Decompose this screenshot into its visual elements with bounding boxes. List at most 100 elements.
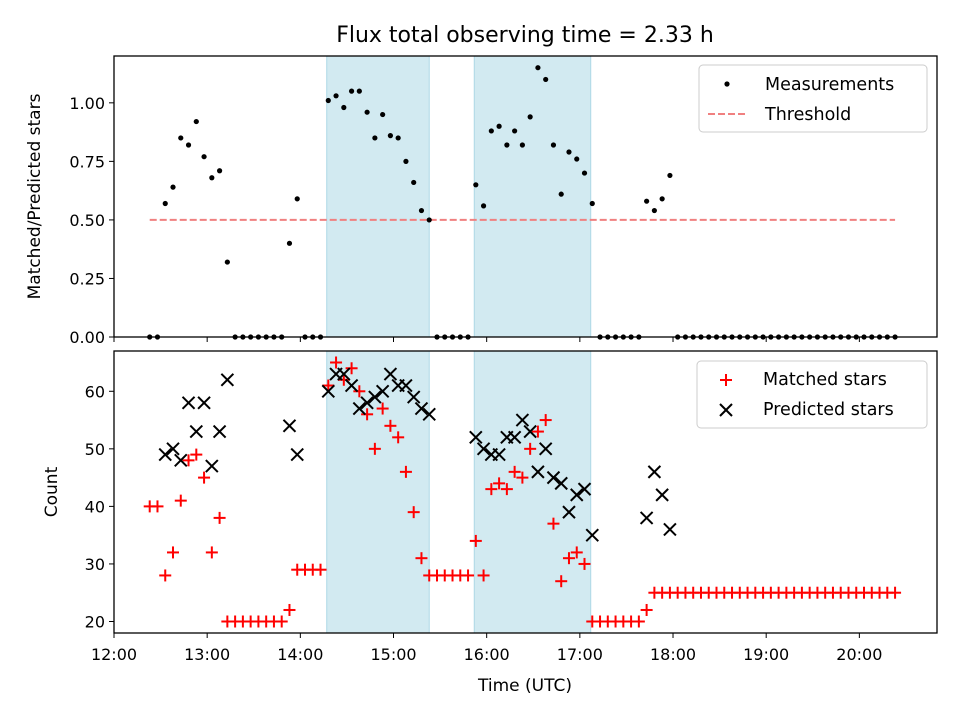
predicted-star-point [189, 424, 204, 439]
measurement-point [644, 198, 650, 204]
predicted-star-point [212, 424, 227, 439]
predicted-star-point [368, 390, 382, 404]
matched-star-point [159, 569, 172, 582]
legend-predicted-label: Predicted stars [763, 400, 894, 420]
predicted-star-point [290, 447, 304, 462]
predicted-star-point [562, 505, 576, 519]
matched-star-point [345, 362, 358, 375]
matched-star-point [174, 494, 187, 507]
predicted-star-point [577, 482, 592, 496]
matched-star-point [570, 546, 583, 559]
predicted-star-point [647, 465, 662, 479]
matched-star-point [539, 414, 552, 427]
shaded-interval-1 [326, 55, 430, 338]
measurement-point [216, 168, 223, 174]
bottom-legend: Matched stars Predicted stars [696, 360, 928, 429]
matched-star-point [376, 402, 389, 415]
predicted-star-point [337, 367, 351, 381]
matched-star-point [322, 379, 335, 392]
measurement-point [519, 142, 525, 148]
predicted-star-point [375, 384, 390, 398]
measurement-point [209, 175, 215, 181]
measurement-point [380, 111, 386, 118]
measurement-point [178, 135, 184, 141]
shaded-interval-2 [473, 350, 592, 634]
measurement-point [294, 196, 300, 202]
measurement-point [488, 128, 494, 134]
measurement-point [473, 182, 479, 188]
legend-matched-marker [720, 374, 732, 386]
top-y-ticks: 0.00 0.25 0.50 0.75 1.00 [69, 94, 114, 347]
predicted-star-point [205, 459, 219, 473]
measurement-point [550, 142, 557, 148]
matched-star-point [275, 615, 288, 628]
measurement-point [356, 88, 362, 94]
matched-star-point [384, 419, 397, 432]
predicted-star-point [220, 373, 235, 387]
measurement-point [589, 200, 595, 207]
bottom-y-tick-label: 50 [85, 440, 105, 459]
predicted-star-point [655, 488, 669, 502]
top-y-tick-label: 0.75 [69, 152, 105, 171]
predicted-star-point [399, 378, 413, 393]
predicted-star-point [507, 430, 522, 445]
measurement-point [659, 196, 665, 202]
measurement-point [224, 259, 230, 265]
bottom-y-axis-label: Count [42, 466, 62, 517]
predicted-star-point [158, 447, 172, 462]
x-tick-label: 17:00 [557, 645, 603, 664]
measurement-point [581, 170, 588, 176]
x-tick-label: 16:00 [464, 645, 510, 664]
top-x-ticks [113, 337, 860, 342]
matched-star-point [198, 471, 211, 484]
matched-star-point [330, 356, 343, 369]
legend-predicted-marker [719, 403, 733, 417]
matched-star-point [205, 546, 218, 559]
measurement-point [333, 93, 339, 99]
measurement-point [418, 207, 425, 214]
bottom-y-tick-label: 40 [85, 497, 105, 516]
matched-star-point [167, 546, 180, 559]
top-shaded-intervals [326, 55, 592, 338]
predicted-star-point [639, 511, 654, 525]
predicted-star-point [531, 465, 545, 479]
measurement-point [496, 123, 502, 129]
predicted-star-point [554, 476, 568, 491]
predicted-star-point [476, 442, 491, 456]
predicted-star-point [321, 384, 335, 398]
bottom-y-tick-label: 60 [85, 382, 105, 401]
measurement-point [504, 142, 510, 148]
matched-star-point [314, 563, 327, 576]
predicted-star-point [492, 447, 506, 462]
predicted-star-point [383, 367, 398, 381]
bottom-shaded-intervals [326, 350, 592, 634]
legend-threshold-label: Threshold [764, 105, 851, 125]
matched-star-point [392, 431, 405, 444]
legend-matched-label: Matched stars [763, 370, 887, 390]
measurement-point [558, 191, 564, 197]
x-axis-label: Time (UTC) [477, 676, 572, 696]
matched-star-point [508, 465, 521, 478]
matched-star-point [462, 569, 475, 582]
predicted-star-point [585, 528, 599, 542]
matched-star-point [399, 465, 412, 478]
predicted-star-point [469, 430, 483, 445]
matched-star-point [493, 477, 506, 490]
measurement-point [403, 158, 409, 164]
measurement-point [411, 179, 417, 186]
matched-star-point [368, 442, 381, 455]
measurement-point [364, 109, 370, 115]
bottom-y-tick-label: 30 [85, 555, 105, 574]
measurement-point [162, 200, 168, 207]
predicted-star-point [663, 522, 677, 537]
predicted-star-point [352, 401, 367, 416]
top-y-tick-label: 0.25 [69, 269, 105, 288]
x-tick-label: 20:00 [836, 645, 882, 664]
measurement-point [651, 207, 657, 214]
measurement-point [566, 149, 572, 155]
predicted-star-point [282, 419, 297, 433]
matched-star-point [353, 385, 366, 398]
matched-star-point [283, 603, 296, 616]
matched-star-point [500, 483, 513, 496]
